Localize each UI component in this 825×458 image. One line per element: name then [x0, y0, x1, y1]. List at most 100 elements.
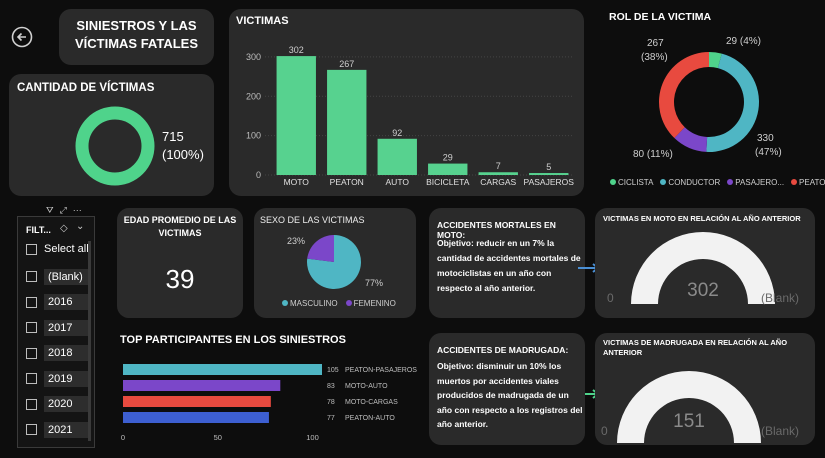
top-bar[interactable]	[123, 396, 271, 407]
filter-scrollbar[interactable]	[88, 241, 91, 441]
rol-slice[interactable]	[674, 127, 708, 152]
edad-title-line1: EDAD PROMEDIO DE LAS	[123, 215, 237, 225]
filter-funnel-icon[interactable]: ⛛	[46, 205, 54, 215]
rol-slice[interactable]	[706, 53, 759, 152]
gauge-moto-card: VICTIMAS EN MOTO EN RELACIÓN AL AÑO ANTE…	[595, 208, 815, 318]
moto-objective-title: ACCIDENTES MORTALES EN MOTO:	[437, 220, 556, 240]
filter-option-label: (Blank)	[44, 268, 90, 285]
filter-option[interactable]: 2019	[26, 370, 90, 387]
filter-option[interactable]: 2018	[26, 345, 90, 361]
top-value-label: 105	[327, 367, 339, 374]
expand-icon[interactable]: ⤢	[59, 205, 67, 215]
filter-option[interactable]: 2016	[26, 294, 90, 310]
title-card: SINIESTROS Y LAS VÍCTIMAS FATALES	[59, 9, 214, 65]
checkbox[interactable]	[26, 398, 37, 410]
victimas-value-label: 29	[443, 153, 453, 163]
victimas-category-label: BICICLETA	[426, 177, 470, 187]
top-bar[interactable]	[123, 364, 322, 375]
madrugada-objective-text-line: producidos de madrugada de un	[437, 390, 569, 400]
madrugada-objective-text-line: Objetivo: disminuir un 10% los	[437, 361, 562, 371]
top-title: TOP PARTICIPANTES EN LOS SINIESTROS	[120, 334, 346, 346]
victimas-bar[interactable]	[529, 173, 569, 175]
page-title-line2: VÍCTIMAS FATALES	[74, 36, 199, 51]
rol-legend-item[interactable]: PASAJERO...	[727, 178, 784, 187]
rol-legend-item[interactable]: PEATON	[791, 178, 825, 187]
rol-label-ciclista: 29 (4%)	[726, 36, 762, 47]
top-category-label: MOTO-CARGAS	[345, 399, 398, 406]
rol-legend-item[interactable]: CICLISTA	[610, 178, 653, 187]
cantidad-donut	[75, 106, 155, 186]
rol-label-conductor-1: 330	[757, 133, 774, 144]
sexo-legend-item[interactable]: MASCULINO	[282, 299, 338, 308]
rol-slice[interactable]	[709, 52, 722, 69]
cantidad-card: CANTIDAD DE VÍCTIMAS 715 (100%)	[9, 74, 214, 196]
back-arrow-icon[interactable]	[11, 26, 33, 48]
victimas-bar[interactable]	[377, 138, 417, 175]
victimas-bar[interactable]	[327, 69, 367, 175]
checkbox[interactable]	[26, 347, 37, 359]
checkbox[interactable]	[26, 424, 37, 435]
victimas-bar[interactable]	[428, 163, 468, 175]
victimas-bar[interactable]	[478, 172, 518, 175]
top-bar-chart: 105 PEATON-PASAJEROS 83 MOTO-AUTO 78 MOTO-CAR…	[121, 364, 417, 442]
sexo-title: SEXO DE LAS VICTIMAS	[260, 215, 365, 225]
top-value-label: 83	[327, 383, 335, 390]
eraser-icon[interactable]: ◇	[60, 223, 68, 234]
gauge-madrugada-arc	[617, 371, 761, 443]
more-options-icon[interactable]: ···	[72, 205, 82, 215]
sexo-pie-chart	[307, 235, 361, 289]
gauge-madrugada-value: 151	[673, 411, 705, 432]
victimas-ytick: 300	[246, 52, 261, 62]
top-category-label: MOTO-AUTO	[345, 383, 388, 390]
top-xtick: 0	[121, 433, 125, 442]
rol-legend-item[interactable]: CONDUCTOR	[660, 178, 720, 187]
gauge-madrugada-title-line2: ANTERIOR	[603, 348, 643, 357]
rol-title: ROL DE LA VICTIMA	[609, 11, 712, 23]
filter-option[interactable]: Select all	[26, 243, 89, 255]
cantidad-title: CANTIDAD DE VÍCTIMAS	[17, 82, 155, 94]
victimas-title: VICTIMAS	[236, 15, 289, 27]
checkbox[interactable]	[26, 243, 37, 255]
checkbox[interactable]	[26, 296, 37, 308]
sexo-legend-item[interactable]: FEMENINO	[345, 299, 396, 308]
victimas-bar[interactable]	[276, 56, 316, 175]
filter-option[interactable]: (Blank)	[26, 268, 90, 285]
cantidad-value: 715	[162, 129, 184, 144]
edad-card: EDAD PROMEDIO DE LAS VICTIMAS 39	[117, 208, 243, 318]
top-bar[interactable]	[123, 380, 281, 391]
moto-objective-card: ACCIDENTES MORTALES EN MOTO: Objetivo: r…	[429, 208, 585, 318]
filter-option[interactable]: 2020	[26, 396, 90, 412]
filter-option-label: 2021	[44, 421, 90, 438]
rol-slice[interactable]	[659, 52, 709, 139]
filter-option[interactable]: 2017	[26, 319, 90, 336]
victimas-category-label: MOTO	[284, 177, 310, 187]
top-value-label: 77	[327, 415, 335, 422]
gauge-madrugada-title-line1: VICTIMAS DE MADRUGADA EN RELACIÓN AL AÑO	[603, 338, 788, 347]
filter-option-label: 2017	[44, 319, 90, 336]
checkbox[interactable]	[26, 373, 37, 384]
top-bar[interactable]	[123, 412, 269, 423]
filter-option[interactable]: 2021	[26, 421, 90, 438]
chevron-down-icon[interactable]: ⌄	[76, 221, 85, 232]
rol-label-conductor-2: (47%)	[755, 147, 782, 158]
victimas-bar-chart: 0 100 200 300 302 MOTO 267 PEATON 92 AUTO 29 BICICL…	[246, 45, 574, 187]
checkbox[interactable]	[26, 271, 37, 282]
sexo-label-masc: 77%	[365, 278, 384, 288]
filter-option-label: 2020	[44, 396, 90, 412]
gauge-madrugada-min: 0	[601, 424, 608, 438]
moto-objective-text-line: Objetivo: reducir en un 7% la	[437, 238, 555, 248]
sexo-legend: MASCULINO FEMENINO	[282, 299, 396, 308]
page-title-line1: SINIESTROS Y LAS	[76, 18, 197, 33]
victimas-value-label: 7	[496, 161, 501, 171]
rol-label-peaton-2: (38%)	[641, 52, 668, 63]
madrugada-objective-text-line: año con respecto a los registros del	[437, 404, 583, 415]
sexo-slice[interactable]	[307, 235, 334, 262]
madrugada-objective-card: ACCIDENTES DE MADRUGADA: Objetivo: dismi…	[429, 333, 585, 445]
edad-title-line2: VICTIMAS	[158, 228, 202, 238]
checkbox[interactable]	[26, 322, 37, 333]
moto-objective-text-line: cantidad de accidentes mortales de	[437, 253, 581, 263]
gauge-madrugada-card: VICTIMAS DE MADRUGADA EN RELACIÓN AL AÑO…	[595, 333, 815, 445]
gauge-moto-title: VICTIMAS EN MOTO EN RELACIÓN AL AÑO ANTE…	[603, 214, 801, 223]
gauge-moto-min: 0	[607, 291, 614, 305]
rol-label-pasajero: 80 (11%)	[633, 149, 673, 160]
